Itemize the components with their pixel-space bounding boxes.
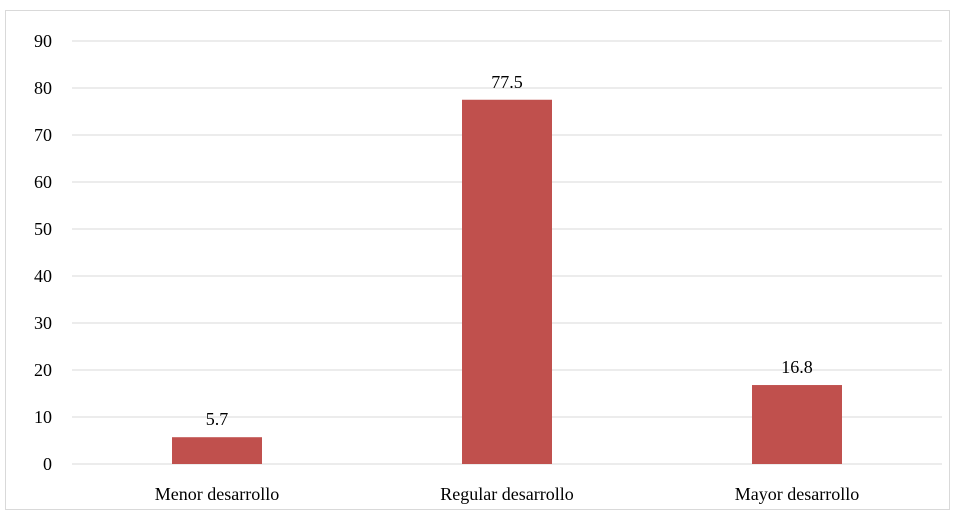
y-tick-label: 30 [34, 313, 52, 333]
y-tick-label: 60 [34, 172, 52, 192]
y-tick-label: 70 [34, 125, 52, 145]
y-tick-label: 40 [34, 266, 52, 286]
y-tick-label: 20 [34, 360, 52, 380]
x-category-label: Regular desarrollo [440, 484, 573, 504]
data-label: 16.8 [781, 357, 813, 377]
y-tick-label: 10 [34, 407, 52, 427]
data-label: 5.7 [206, 409, 229, 429]
data-labels: 5.7 77.5 16.8 [206, 72, 813, 429]
y-tick-label: 0 [43, 454, 52, 474]
x-axis-categories: Menor desarrollo Regular desarrollo Mayor … [155, 484, 859, 504]
x-category-label: Mayor desarrollo [735, 484, 859, 504]
y-tick-label: 90 [34, 31, 52, 51]
data-label: 77.5 [491, 72, 523, 92]
bar [752, 385, 842, 464]
bar [462, 99, 552, 464]
bars [172, 99, 842, 464]
x-category-label: Menor desarrollo [155, 484, 279, 504]
y-tick-label: 50 [34, 219, 52, 239]
y-axis-ticks: 0 10 20 30 40 50 60 70 80 90 [34, 31, 52, 474]
y-tick-label: 80 [34, 78, 52, 98]
bar [172, 437, 262, 464]
